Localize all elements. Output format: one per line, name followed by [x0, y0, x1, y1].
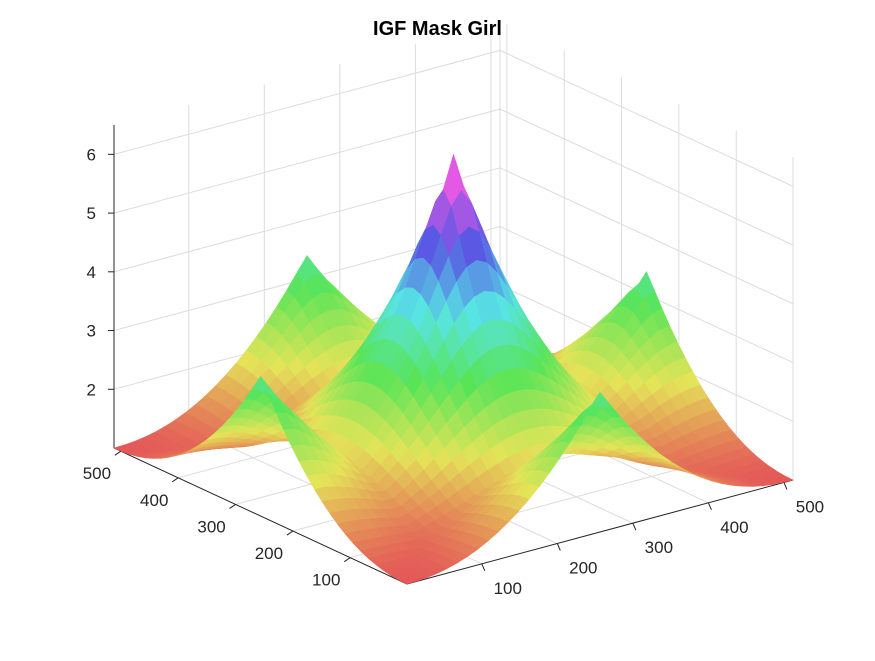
x-tick-mark	[556, 543, 561, 551]
axis-layer	[113, 125, 794, 585]
y-tick-mark	[343, 557, 351, 563]
chart-title: IGF Mask Girl	[373, 18, 502, 40]
x-tick-mark	[481, 563, 486, 572]
x-tick-mark	[707, 502, 712, 510]
x-axis-line	[406, 479, 794, 585]
z-tick-label: 2	[87, 380, 96, 399]
back-wall-gridline-z	[113, 49, 501, 155]
y-tick-label: 200	[255, 544, 283, 563]
x-tick-label: 400	[720, 518, 748, 537]
side-wall-gridline-z	[499, 49, 794, 187]
side-wall-gridline-z	[499, 167, 794, 305]
y-tick-label: 400	[140, 491, 168, 510]
tick-layer: 2 3 4 5 6 100 200 300 400 500 100 200 300 400 500	[83, 145, 824, 597]
surface-layer	[113, 153, 794, 585]
z-tick-label: 6	[87, 145, 96, 164]
x-tick-label: 500	[796, 497, 824, 516]
y-tick-label: 300	[197, 517, 225, 536]
y-tick-mark	[114, 450, 122, 456]
y-tick-mark	[171, 477, 179, 483]
surface-patch	[398, 577, 419, 585]
y-tick-label: 500	[83, 464, 111, 483]
z-tick-label: 4	[87, 263, 96, 282]
x-tick-label: 300	[645, 538, 673, 557]
y-tick-mark	[229, 504, 236, 509]
x-tick-mark	[632, 522, 637, 531]
back-wall-gridline-z	[113, 167, 501, 273]
y-tick-mark	[286, 530, 294, 536]
x-tick-label: 200	[569, 558, 597, 577]
x-tick-label: 100	[494, 579, 522, 598]
z-tick-label: 3	[87, 322, 96, 341]
back-wall-gridline-z	[113, 108, 501, 214]
z-tick-label: 5	[87, 204, 96, 223]
side-wall-gridline-z	[499, 108, 794, 246]
x-tick-mark	[783, 482, 788, 490]
y-tick-label: 100	[312, 571, 340, 590]
y-axis-line	[113, 447, 408, 585]
